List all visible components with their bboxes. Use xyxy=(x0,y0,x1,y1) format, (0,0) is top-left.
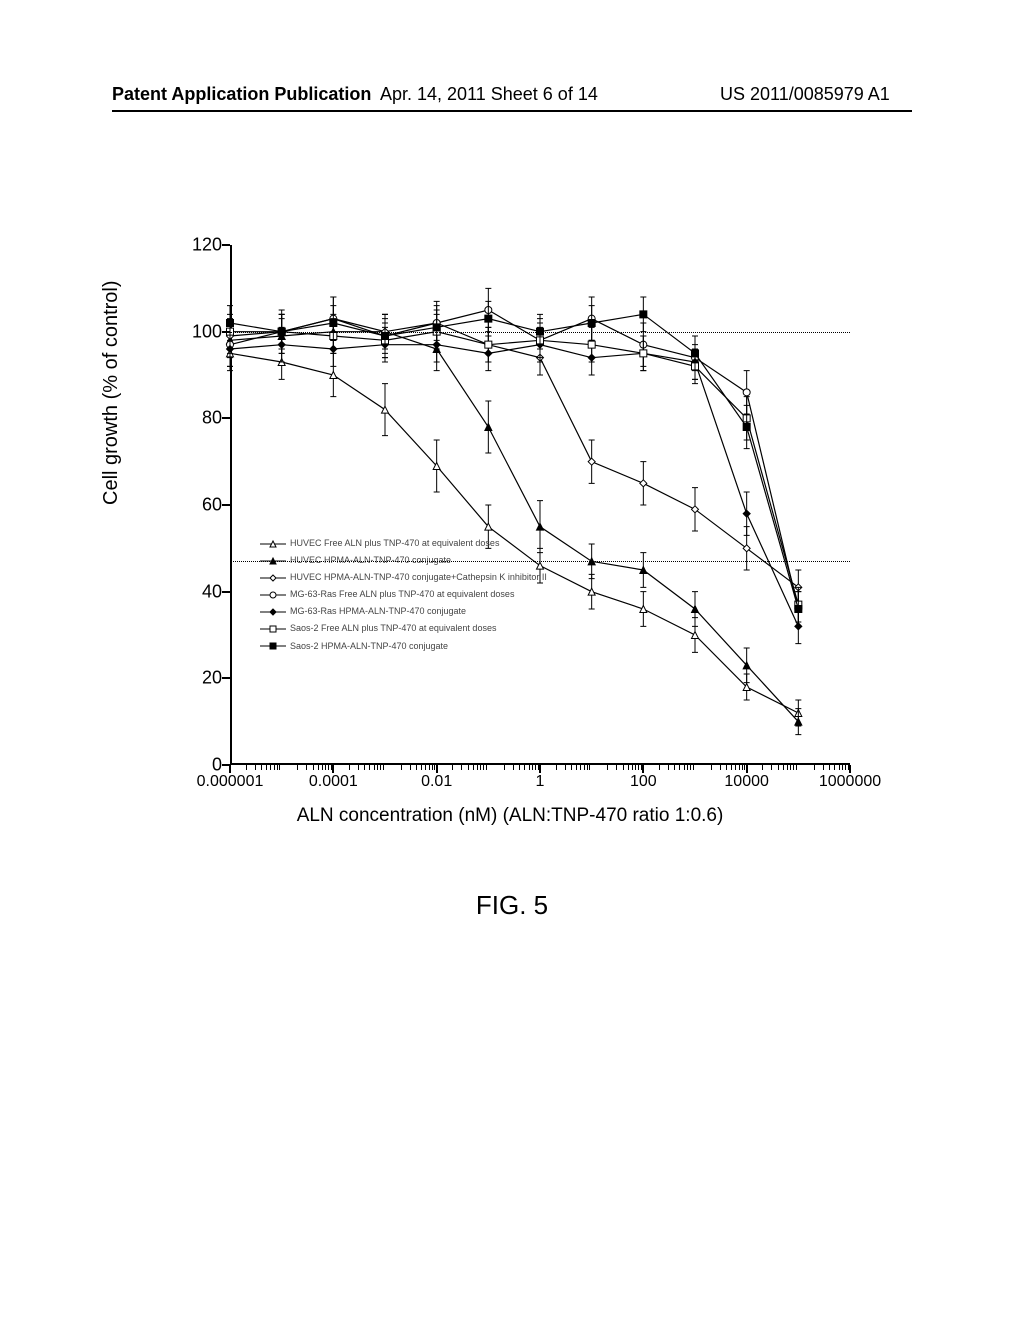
x-tick-label: 0.000001 xyxy=(197,773,264,791)
series-line-huvec-conj xyxy=(230,332,798,722)
legend-label: MG-63-Ras Free ALN plus TNP-470 at equiv… xyxy=(290,586,514,603)
x-tick-label: 0.0001 xyxy=(309,773,358,791)
figure-caption: FIG. 5 xyxy=(0,890,1024,921)
legend-item: MG-63-Ras Free ALN plus TNP-470 at equiv… xyxy=(260,586,547,603)
y-tick-label: 60 xyxy=(202,495,222,516)
legend-item: HUVEC HPMA-ALN-TNP-470 conjugate+Catheps… xyxy=(260,569,547,586)
header-rule xyxy=(112,110,912,112)
x-tick-label: 10000 xyxy=(724,773,769,791)
header-right: US 2011/0085979 A1 xyxy=(720,84,890,105)
y-tick-label: 100 xyxy=(192,321,222,342)
legend-label: HUVEC HPMA-ALN-TNP-470 conjugate+Catheps… xyxy=(290,569,547,586)
series-line-huvec-free xyxy=(230,353,798,713)
legend-label: Saos-2 Free ALN plus TNP-470 at equivale… xyxy=(290,620,496,637)
header-left: Patent Application Publication xyxy=(112,84,371,105)
plot-area: HUVEC Free ALN plus TNP-470 at equivalen… xyxy=(230,245,850,765)
reference-line xyxy=(230,332,850,333)
y-tick-label: 120 xyxy=(192,235,222,256)
legend: HUVEC Free ALN plus TNP-470 at equivalen… xyxy=(260,535,547,655)
x-axis-title: ALN concentration (nM) (ALN:TNP-470 rati… xyxy=(297,805,724,827)
y-axis-title: Cell growth (% of control) xyxy=(100,280,123,505)
x-tick-label: 0.01 xyxy=(421,773,452,791)
legend-item: HUVEC Free ALN plus TNP-470 at equivalen… xyxy=(260,535,547,552)
chart-svg xyxy=(230,245,850,765)
legend-label: Saos-2 HPMA-ALN-TNP-470 conjugate xyxy=(290,638,448,655)
reference-line xyxy=(230,561,850,562)
x-tick-label: 1 xyxy=(536,773,545,791)
chart: Cell growth (% of control) HUVEC Free AL… xyxy=(150,245,870,800)
x-tick-label: 100 xyxy=(630,773,657,791)
legend-item: MG-63-Ras HPMA-ALN-TNP-470 conjugate xyxy=(260,603,547,620)
legend-item: Saos-2 HPMA-ALN-TNP-470 conjugate xyxy=(260,638,547,655)
y-tick-label: 80 xyxy=(202,408,222,429)
legend-label: MG-63-Ras HPMA-ALN-TNP-470 conjugate xyxy=(290,603,466,620)
x-tick-label: 1000000 xyxy=(819,773,881,791)
legend-item: Saos-2 Free ALN plus TNP-470 at equivale… xyxy=(260,620,547,637)
legend-label: HUVEC Free ALN plus TNP-470 at equivalen… xyxy=(290,535,499,552)
y-tick-label: 40 xyxy=(202,581,222,602)
header-mid: Apr. 14, 2011 Sheet 6 of 14 xyxy=(380,84,598,105)
y-tick-label: 20 xyxy=(202,668,222,689)
